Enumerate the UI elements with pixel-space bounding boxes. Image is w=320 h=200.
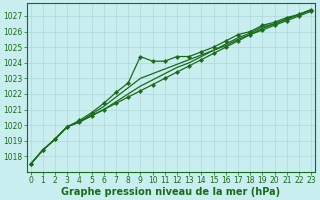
X-axis label: Graphe pression niveau de la mer (hPa): Graphe pression niveau de la mer (hPa)	[61, 187, 280, 197]
